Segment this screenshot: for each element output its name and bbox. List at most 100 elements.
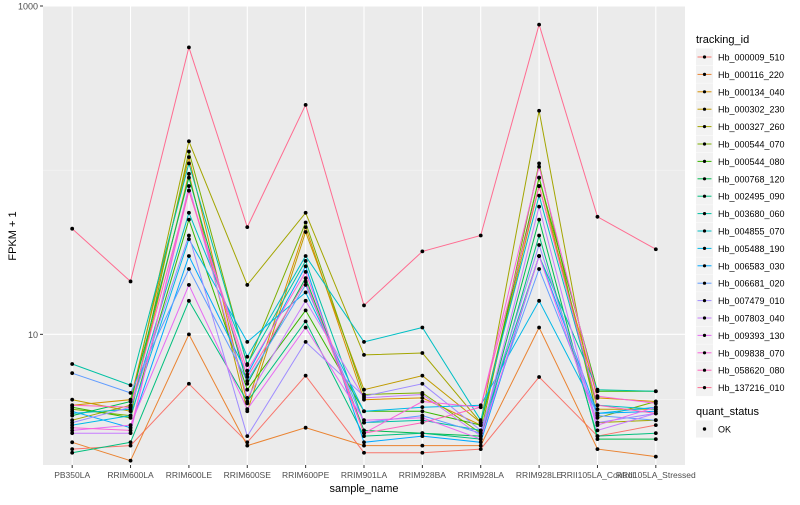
y-tick-label: 10 — [28, 330, 38, 340]
legend-title: tracking_id — [696, 34, 749, 46]
data-point — [128, 413, 133, 418]
data-point — [478, 418, 483, 423]
data-point — [537, 217, 541, 222]
legend-label: Hb_009838_070 — [718, 348, 785, 358]
x-tick-label: RRIM901LA — [341, 470, 388, 480]
data-point — [245, 434, 250, 438]
data-point — [187, 267, 191, 271]
x-tick-label: RRIM928LA — [458, 470, 505, 480]
legend-key-point — [702, 177, 707, 181]
legend-key-point — [702, 246, 707, 250]
data-point — [537, 375, 541, 379]
data-point — [537, 108, 541, 113]
legend-key-point — [702, 72, 707, 76]
data-point — [303, 264, 308, 269]
data-point — [303, 319, 308, 324]
data-point — [303, 290, 308, 295]
data-point — [420, 399, 425, 404]
data-point — [303, 210, 308, 215]
data-point — [187, 283, 191, 287]
data-point — [303, 220, 308, 225]
data-point — [420, 249, 425, 254]
legend-key-point — [702, 333, 707, 337]
data-point — [303, 325, 308, 330]
legend-label: Hb_006583_030 — [718, 261, 785, 271]
data-point — [187, 139, 191, 144]
data-point — [537, 204, 541, 209]
point-legend-key-point — [702, 427, 707, 431]
data-point — [478, 437, 483, 442]
data-point — [70, 403, 75, 408]
data-point — [653, 411, 658, 416]
data-point — [70, 397, 75, 402]
data-point — [187, 381, 191, 386]
x-axis-title: sample_name — [329, 483, 398, 495]
data-point — [478, 440, 483, 445]
data-point — [245, 225, 250, 230]
legend-label: Hb_000327_260 — [718, 122, 785, 132]
data-point — [595, 428, 600, 433]
data-point — [362, 409, 366, 414]
data-point — [595, 394, 600, 399]
data-point — [653, 247, 658, 252]
data-point — [187, 233, 191, 238]
data-point — [537, 161, 541, 166]
data-point — [187, 217, 191, 222]
data-point — [478, 447, 483, 451]
legend-key-point — [702, 299, 707, 303]
legend-key-point — [702, 159, 707, 163]
data-point — [420, 396, 425, 400]
data-point — [537, 22, 541, 27]
data-point — [128, 431, 133, 436]
data-point — [187, 45, 191, 50]
data-point — [420, 431, 425, 436]
data-point — [187, 175, 191, 180]
data-point — [187, 298, 191, 303]
data-point — [420, 373, 425, 378]
data-point — [128, 440, 133, 445]
legend-key-point — [702, 125, 707, 129]
point-legend-label: OK — [718, 425, 731, 435]
data-point — [595, 423, 600, 428]
data-point — [478, 423, 483, 428]
y-tick-label: 1000 — [18, 2, 38, 12]
data-point — [70, 362, 75, 366]
data-point — [128, 423, 133, 428]
data-point — [245, 375, 250, 379]
data-point — [595, 434, 600, 438]
data-point — [70, 431, 75, 436]
data-point — [128, 443, 133, 448]
data-point — [420, 381, 425, 386]
data-point — [478, 431, 483, 436]
data-point — [653, 401, 658, 406]
data-point — [128, 458, 133, 463]
data-point — [187, 161, 191, 166]
data-point — [362, 396, 366, 400]
legend-label: Hb_000302_230 — [718, 105, 785, 115]
data-point — [70, 420, 75, 425]
data-point — [362, 431, 366, 436]
data-point — [537, 267, 541, 271]
data-point — [303, 425, 308, 430]
data-point — [478, 443, 483, 448]
data-point — [362, 387, 366, 392]
data-point — [595, 387, 600, 392]
legend-key-point — [702, 281, 707, 285]
data-point — [187, 184, 191, 188]
data-point — [420, 409, 425, 414]
data-point — [245, 339, 250, 344]
data-point — [245, 381, 250, 386]
data-point — [595, 407, 600, 412]
legend-label: Hb_003680_060 — [718, 209, 785, 219]
legend-label: Hb_006681_020 — [718, 279, 785, 289]
data-point — [70, 440, 75, 445]
legend-label: Hb_004855_070 — [718, 227, 785, 237]
data-point — [595, 214, 600, 219]
legend-key-point — [702, 212, 707, 216]
x-tick-label: RRIM600LA — [107, 470, 154, 480]
data-point — [653, 454, 658, 459]
data-point — [420, 415, 425, 420]
data-point — [595, 403, 600, 408]
